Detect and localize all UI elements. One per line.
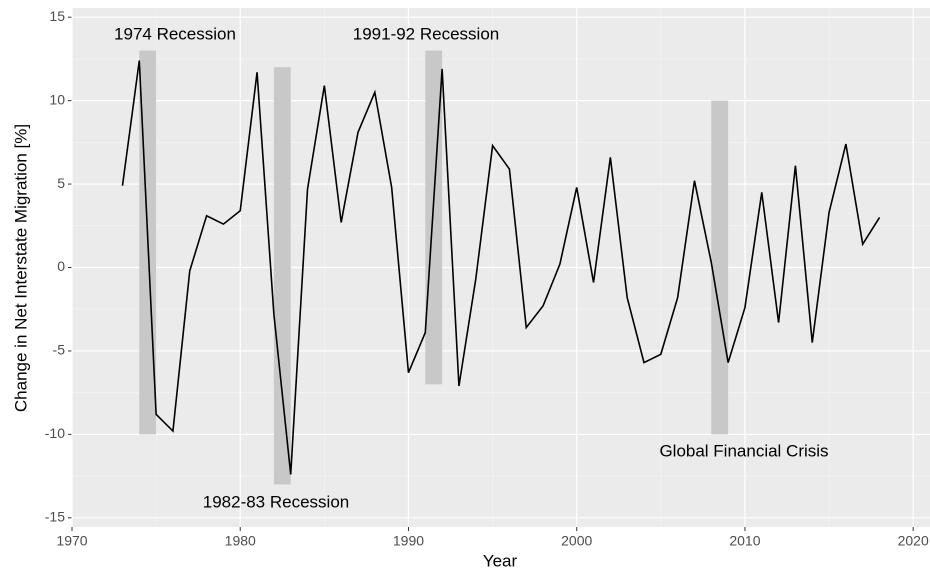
y-tick-label: 15 [49,8,65,24]
x-tick-label: 2020 [898,533,929,549]
y-tick-label: 0 [57,258,65,274]
x-tick-label: 1980 [225,533,256,549]
annotation-label: Global Financial Crisis [659,441,828,460]
y-tick-label: -15 [45,509,65,525]
x-axis-title: Year [483,551,518,570]
annotation-label: 1974 Recession [114,24,236,43]
data-line [121,60,881,475]
x-tick-label: 2010 [729,533,760,549]
recession-band [273,67,291,485]
x-tick-label: 1970 [56,533,87,549]
annotation-label: 1991-92 Recession [353,24,499,43]
recession-band [711,100,729,435]
y-tick-label: -10 [45,425,65,441]
x-tick-label: 2000 [561,533,592,549]
y-tick-label: -5 [53,342,66,358]
annotation-label: 1982-83 Recession [203,492,349,511]
y-tick-label: 5 [57,175,65,191]
y-tick-label: 10 [49,91,65,107]
y-axis-title: Change in Net Interstate Migration [%] [11,124,30,412]
x-tick-label: 1990 [393,533,424,549]
